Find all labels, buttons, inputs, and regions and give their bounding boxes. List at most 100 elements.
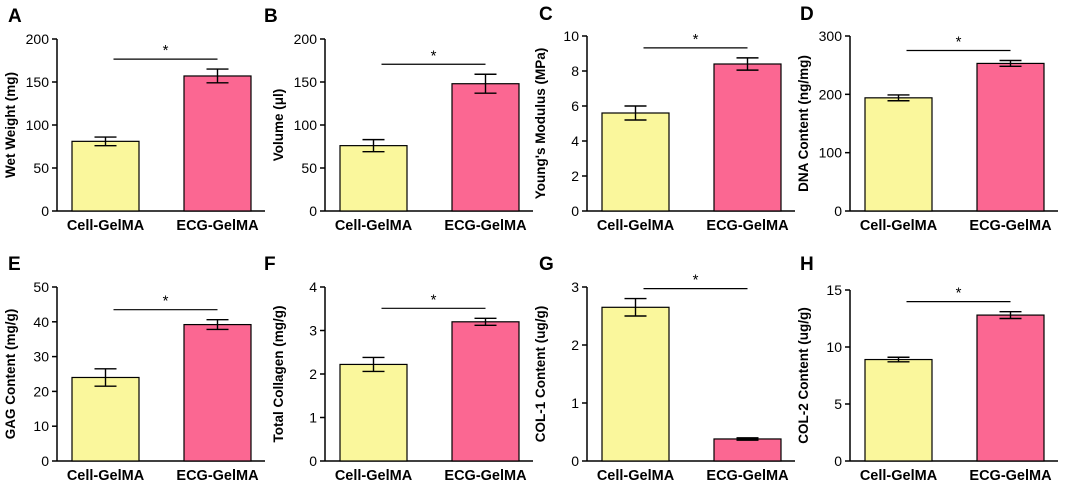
chart-a-y-axis-title: Wet Weight (mg) — [3, 72, 18, 178]
chart-c-x-tick-label: ECG-GelMA — [706, 218, 789, 234]
chart-b-y-tick-label: 200 — [294, 31, 318, 47]
chart-e-error-bar — [206, 319, 229, 331]
chart-a-y-tick-label: 50 — [33, 160, 49, 176]
chart-d-y-tick-label: 300 — [819, 28, 843, 44]
chart-f-error-bar — [474, 317, 497, 326]
chart-b: B Volume (μl) 0 50 100 150 200 Cell-GelMA ECG-Ge… — [264, 6, 533, 234]
chart-f-error-bar — [362, 356, 385, 373]
chart-b-x-tick-label: ECG-GelMA — [444, 218, 527, 234]
chart-f-y-tick-label: 1 — [309, 410, 317, 426]
chart-c-error-bar — [624, 105, 647, 121]
chart-f-y-tick-label: 3 — [309, 323, 317, 339]
chart-h-significance-star: * — [956, 285, 962, 302]
chart-b-y-axis-title: Volume (μl) — [271, 89, 286, 162]
chart-a-x-tick-label: Cell-GelMA — [67, 218, 145, 234]
chart-f-x-tick-label: ECG-GelMA — [444, 468, 527, 483]
chart-d-y-tick-label: 200 — [819, 86, 843, 102]
chart-b-y-tick-label: 50 — [301, 160, 317, 176]
chart-a-significance-star: * — [163, 42, 169, 59]
chart-f-y-tick-label: 4 — [309, 279, 317, 295]
chart-c-y-tick-label: 6 — [571, 98, 579, 114]
chart-g-x-tick-label: ECG-GelMA — [706, 468, 789, 483]
chart-h-y-tick-label: 5 — [834, 396, 842, 412]
chart-h-error-bar — [999, 310, 1022, 320]
chart-g-error-bar — [736, 437, 759, 441]
chart-h-error-bar — [887, 356, 910, 363]
chart-c-y-axis-title: Young's Modulus (MPa) — [533, 48, 548, 199]
chart-h-y-tick-label: 10 — [826, 339, 842, 355]
chart-c-significance-star: * — [693, 31, 699, 48]
chart-b-significance-star: * — [431, 47, 437, 64]
chart-g-bar-cell-gelma — [601, 306, 670, 462]
chart-d-bar-ecg-gelma — [976, 62, 1045, 212]
chart-e-y-tick-label: 30 — [33, 349, 49, 365]
chart-c-bar-ecg-gelma — [713, 63, 782, 212]
chart-c: C Young's Modulus (MPa) 0 2 4 6 8 10 Cell-GelMA E… — [533, 4, 795, 234]
chart-b-bar-ecg-gelma — [451, 83, 520, 212]
chart-d-x-tick-label: Cell-GelMA — [860, 218, 938, 234]
chart-b-y-tick-label: 100 — [294, 117, 318, 133]
chart-h-x-tick-label: ECG-GelMA — [969, 468, 1052, 483]
chart-g: G COL-1 Content (ug/g) 0 1 2 3 Cell-GelMA ECG-G… — [533, 254, 795, 483]
chart-e-significance-star: * — [163, 293, 169, 310]
chart-e-y-tick-label: 0 — [41, 453, 49, 469]
chart-e-error-bar — [94, 368, 117, 387]
chart-f-panel-letter: F — [264, 254, 276, 275]
chart-h-y-tick-label: 15 — [826, 282, 842, 298]
chart-g-panel-letter: G — [539, 254, 554, 275]
chart-a-y-tick-label: 200 — [26, 31, 50, 47]
chart-a-bar-ecg-gelma — [183, 75, 252, 212]
chart-b-y-tick-label: 0 — [309, 203, 317, 219]
chart-g-significance-star: * — [693, 272, 699, 289]
chart-c-y-tick-label: 2 — [571, 168, 579, 184]
chart-g-y-tick-label: 0 — [571, 453, 579, 469]
chart-d-error-bar — [887, 94, 910, 102]
chart-e: E GAG Content (mg/g) 0 10 20 30 40 50 Cell-GelMA… — [3, 254, 265, 483]
chart-e-y-tick-label: 10 — [33, 418, 49, 434]
chart-a: A Wet Weight (mg) 0 50 100 150 200 Cell-GelMA EC… — [3, 6, 265, 234]
chart-c-y-tick-label: 0 — [571, 203, 579, 219]
chart-d-error-bar — [999, 59, 1022, 68]
chart-e-x-tick-label: Cell-GelMA — [67, 468, 145, 483]
chart-c-panel-letter: C — [539, 4, 553, 25]
chart-d-significance-star: * — [956, 34, 962, 51]
chart-f-y-tick-label: 2 — [309, 366, 317, 382]
chart-h-y-tick-label: 0 — [834, 453, 842, 469]
chart-e-y-tick-label: 40 — [33, 314, 49, 330]
chart-f-y-axis-title: Total Collagen (mg/g) — [271, 306, 286, 443]
chart-g-y-tick-label: 1 — [571, 395, 579, 411]
chart-a-error-bar — [206, 68, 229, 84]
chart-a-y-tick-label: 0 — [41, 203, 49, 219]
chart-c-error-bar — [736, 57, 759, 71]
chart-e-bar-cell-gelma — [71, 376, 140, 462]
chart-h-bar-cell-gelma — [864, 358, 933, 462]
chart-h-x-tick-label: Cell-GelMA — [860, 468, 938, 483]
chart-e-bar-ecg-gelma — [183, 323, 252, 462]
chart-a-bar-cell-gelma — [71, 140, 140, 212]
chart-f-y-tick-label: 0 — [309, 453, 317, 469]
chart-c-x-tick-label: Cell-GelMA — [597, 218, 675, 234]
chart-c-bar-cell-gelma — [601, 112, 670, 212]
chart-a-y-tick-label: 150 — [26, 74, 50, 90]
chart-g-bar-ecg-gelma — [713, 438, 782, 462]
chart-a-x-tick-label: ECG-GelMA — [176, 218, 259, 234]
chart-f-bar-ecg-gelma — [451, 321, 520, 462]
chart-e-x-tick-label: ECG-GelMA — [176, 468, 259, 483]
chart-g-y-axis-title: COL-1 Content (ug/g) — [533, 306, 548, 442]
chart-f-x-tick-label: Cell-GelMA — [335, 468, 413, 483]
chart-d-y-tick-label: 0 — [834, 203, 842, 219]
chart-e-panel-letter: E — [8, 254, 21, 275]
chart-b-error-bar — [362, 138, 385, 153]
chart-f-significance-star: * — [431, 291, 437, 308]
chart-h: H COL-2 Content (ug/g) 0 5 10 15 Cell-GelMA ECG… — [796, 254, 1058, 483]
chart-e-y-axis-title: GAG Content (mg/g) — [3, 309, 18, 439]
chart-b-panel-letter: B — [264, 6, 278, 27]
chart-c-y-tick-label: 4 — [571, 133, 579, 149]
chart-g-y-tick-label: 2 — [571, 337, 579, 353]
chart-a-y-tick-label: 100 — [26, 117, 50, 133]
chart-h-y-axis-title: COL-2 Content (ug/g) — [796, 307, 811, 443]
chart-f: F Total Collagen (mg/g) 0 1 2 3 4 Cell-GelMA ECG… — [264, 254, 533, 483]
chart-b-error-bar — [474, 73, 497, 94]
chart-d-y-tick-label: 100 — [819, 145, 843, 161]
